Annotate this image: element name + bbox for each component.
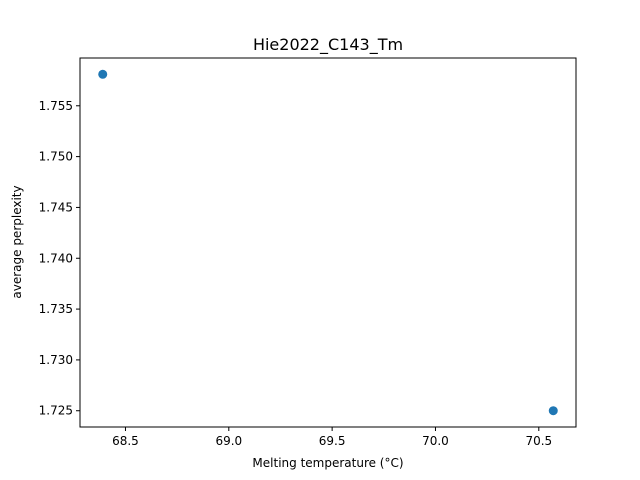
x-tick-label: 70.0	[422, 434, 449, 448]
plot-frame	[79, 57, 577, 428]
y-axis-label: average perplexity	[10, 185, 24, 298]
y-tick-label: 1.735	[39, 302, 73, 316]
x-tick-label: 70.5	[525, 434, 552, 448]
data-point	[98, 69, 108, 79]
x-tick-label: 68.5	[112, 434, 139, 448]
chart-title: Hie2022_C143_Tm	[253, 35, 403, 55]
y-tick-label: 1.725	[39, 404, 73, 418]
y-axis: 1.725 1.730 1.735 1.740 1.745 1.750 1.755	[39, 99, 80, 418]
x-axis: 68.5 69.0 69.5 70.0 70.5	[112, 427, 552, 448]
data-point	[548, 406, 558, 416]
data-points	[98, 69, 558, 416]
y-tick-label: 1.730	[39, 353, 73, 367]
y-tick-label: 1.755	[39, 99, 73, 113]
x-axis-label: Melting temperature (°C)	[252, 456, 403, 470]
x-tick-label: 69.5	[319, 434, 346, 448]
y-tick-label: 1.750	[39, 150, 73, 164]
y-tick-label: 1.740	[39, 251, 73, 265]
plot-area	[79, 57, 577, 428]
y-tick-label: 1.745	[39, 200, 73, 214]
x-tick-label: 69.0	[215, 434, 242, 448]
